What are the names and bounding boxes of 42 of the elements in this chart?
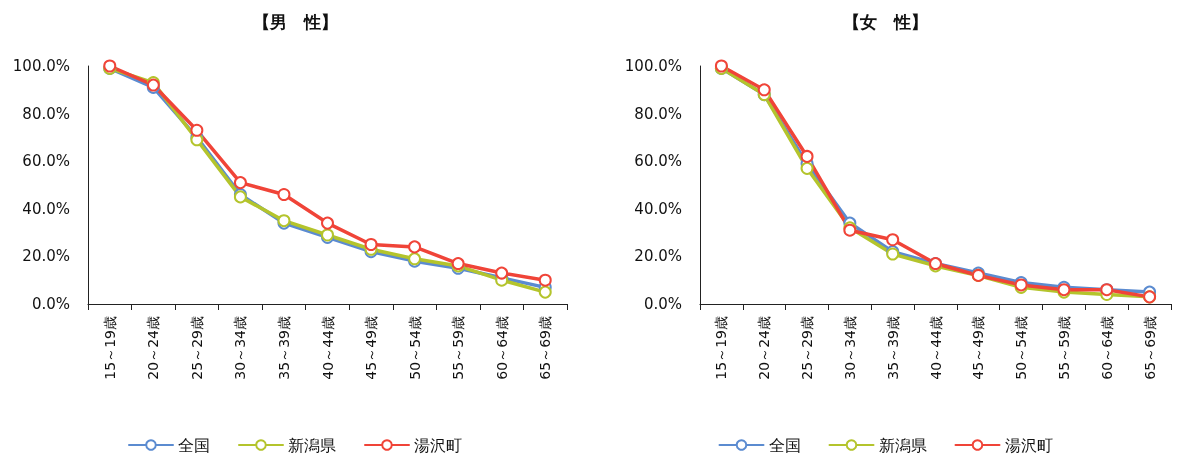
x-tick-label: 60～64歳: [1098, 316, 1115, 380]
legend-label: 湯沢町: [414, 435, 462, 455]
y-tick-label: 60.0%: [634, 152, 682, 171]
x-tick-label: 15～19歳: [713, 316, 730, 380]
x-tick-label: 35～39歳: [884, 316, 901, 380]
y-tick-label: 40.0%: [22, 199, 70, 218]
x-tick-label: 35～39歳: [275, 316, 292, 380]
y-tick-label: 0.0%: [643, 295, 682, 313]
chart-title: 【女 性】: [843, 11, 928, 32]
x-tick-label: 30～34歳: [232, 316, 249, 380]
x-tick-label: 55～59歳: [450, 316, 467, 380]
legend-label: 湯沢町: [1004, 435, 1053, 455]
legend-label: 全国: [178, 435, 210, 455]
x-tick-label: 65～69歳: [1141, 316, 1158, 380]
x-tick-label: 30～34歳: [841, 316, 858, 380]
chart-title: 【男 性】: [252, 11, 338, 32]
legend-label: 全国: [768, 435, 801, 455]
x-tick-label: 40～44歳: [319, 316, 336, 380]
y-tick-label: 80.0%: [22, 104, 70, 123]
y-tick-label: 20.0%: [22, 247, 70, 266]
y-tick-label: 100.0%: [12, 57, 70, 75]
x-tick-label: 55～59歳: [1055, 316, 1072, 380]
x-tick-label: 40～44歳: [927, 316, 944, 380]
legend-label: 新潟県: [288, 435, 336, 455]
x-tick-label: 50～54歳: [406, 316, 423, 380]
y-tick-label: 100.0%: [624, 57, 682, 75]
x-tick-label: 25～29歳: [188, 316, 205, 380]
y-tick-label: 60.0%: [22, 152, 70, 171]
legend-label: 新潟県: [878, 435, 927, 455]
y-tick-label: 80.0%: [634, 104, 682, 123]
x-tick-label: 25～29歳: [799, 316, 816, 380]
x-tick-label: 45～49歳: [970, 316, 987, 380]
x-tick-label: 60～64歳: [493, 316, 510, 380]
y-tick-label: 20.0%: [634, 247, 682, 266]
x-tick-label: 65～69歳: [537, 316, 554, 380]
x-tick-label: 50～54歳: [1013, 316, 1030, 380]
y-tick-label: 0.0%: [31, 295, 70, 313]
y-tick-label: 40.0%: [634, 199, 682, 218]
x-tick-label: 20～24歳: [756, 316, 773, 380]
x-tick-label: 45～49歳: [363, 316, 380, 380]
x-tick-label: 15～19歳: [101, 316, 118, 380]
x-tick-label: 20～24歳: [145, 316, 162, 380]
